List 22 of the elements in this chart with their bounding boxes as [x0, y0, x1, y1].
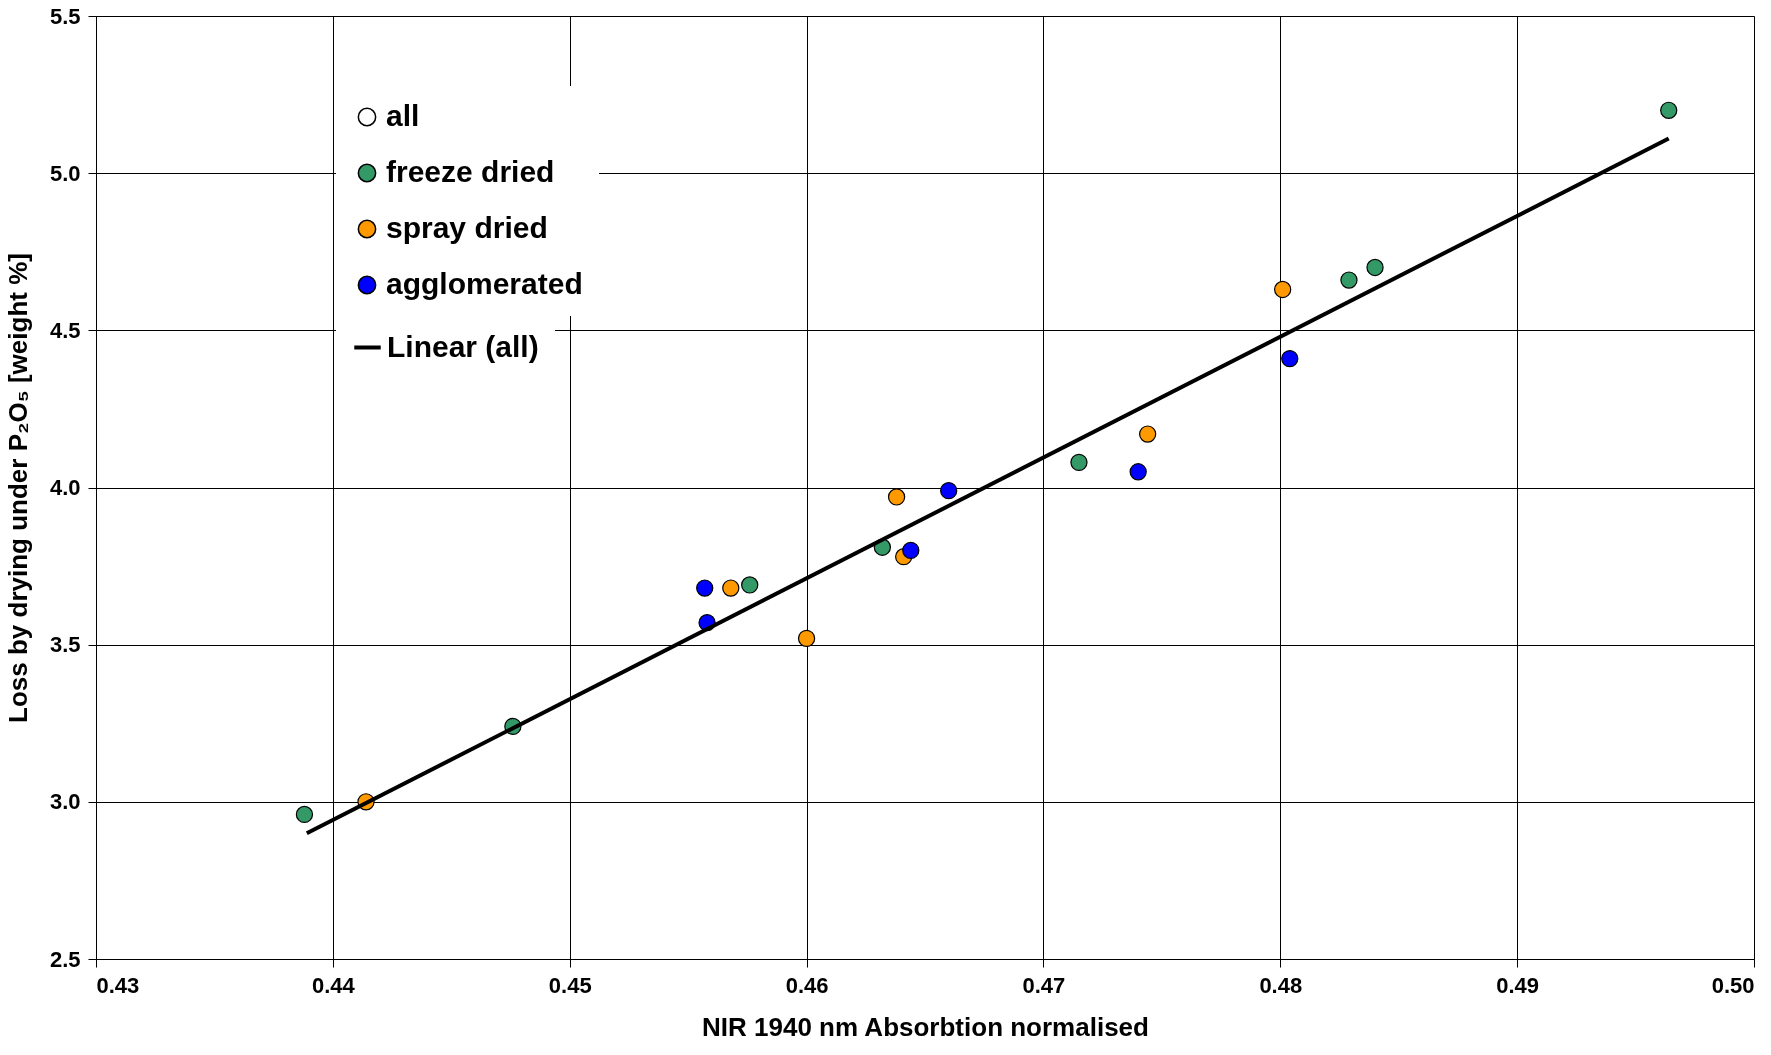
x-tick-label: 0.48	[1259, 972, 1303, 998]
y-axis-title: Loss by drying under P₂O₅ [weight %]	[2, 253, 33, 723]
x-tick-label: 0.44	[311, 972, 356, 998]
legend-label: freeze dried	[386, 155, 555, 188]
legend-label: Linear (all)	[387, 329, 539, 363]
x-tick-label: 0.49	[1496, 972, 1540, 998]
y-tick-label: 3.5	[49, 632, 81, 658]
x-axis-title: NIR 1940 nm Absorbtion normalised	[702, 1011, 1149, 1042]
y-tick-label: 5.0	[49, 160, 81, 186]
legend-label: spray dried	[386, 211, 548, 244]
x-tick-label: 0.46	[785, 972, 829, 998]
x-tick-label: 0.43	[96, 972, 140, 998]
x-tick-label: 0.50	[1711, 972, 1755, 998]
y-tick-label: 4.0	[49, 475, 81, 500]
legend-label: all	[386, 99, 420, 132]
x-tick-label: 0.45	[548, 972, 592, 998]
y-tick-label: 4.5	[49, 317, 81, 343]
y-tick-label: 3.0	[49, 789, 81, 815]
y-tick-label: 5.5	[49, 3, 81, 29]
x-tick-label: 0.47	[1022, 972, 1066, 998]
y-tick-label: 2.5	[49, 946, 81, 972]
legend-label: agglomerated	[386, 267, 583, 300]
